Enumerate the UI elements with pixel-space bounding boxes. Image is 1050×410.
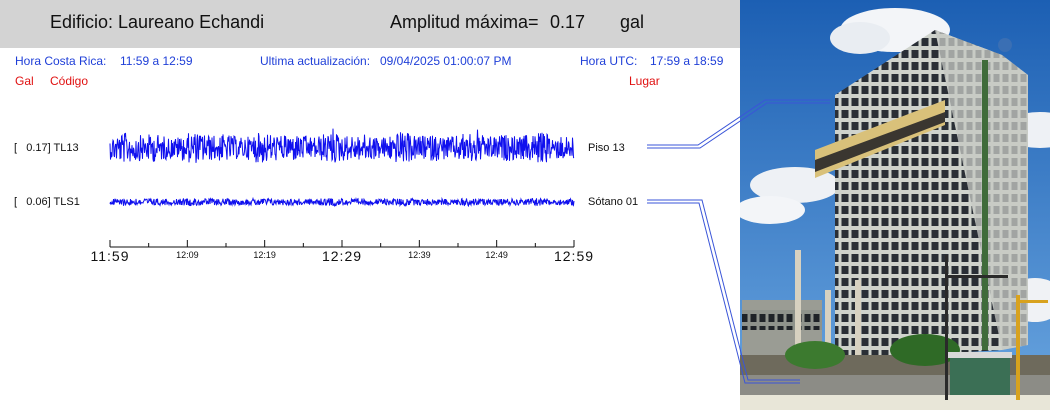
channel-place: Piso 13 [588,142,625,154]
seismic-trace-tl13 [109,128,575,163]
time-axis-tick-label: 12:09 [176,250,199,260]
max-amplitude-label: Amplitud máxima= [390,12,539,32]
seismic-trace-tls1 [109,196,575,208]
building-title: Edificio: Laureano Echandi [50,12,265,32]
local-time-label: Hora Costa Rica: [15,54,107,68]
time-axis-tick-label: 12:49 [485,250,508,260]
time-axis-tick-label: 12:59 [553,248,595,264]
building-photo [740,0,1050,410]
channel-place: Sótano 01 [588,196,639,208]
max-amplitude-unit: gal [620,12,645,32]
time-axis-tick-label: 11:59 [90,248,130,264]
time-axis-tick-label: 12:39 [408,250,431,260]
local-time-range: 11:59 a 12:59 [120,54,193,68]
header-bar [0,0,740,48]
column-gal: Gal [15,74,34,88]
seismogram-traces [109,128,575,248]
utc-time-label: Hora UTC: [580,54,638,68]
column-code: Código [50,74,89,88]
utc-time-range: 17:59 a 18:59 [650,54,724,68]
last-update-label: Ultima actualización: [260,54,371,68]
time-axis-tick-label: 12:19 [253,250,276,260]
max-amplitude-value: 0.17 [550,12,586,32]
last-update-value: 09/04/2025 01:00:07 PM [380,54,512,68]
time-axis-tick-label: 12:29 [321,248,363,264]
channel-amplitude-code: [ 0.06] TLS1 [14,196,80,208]
column-place: Lugar [629,74,660,88]
channel-amplitude-code: [ 0.17] TL13 [14,142,79,154]
